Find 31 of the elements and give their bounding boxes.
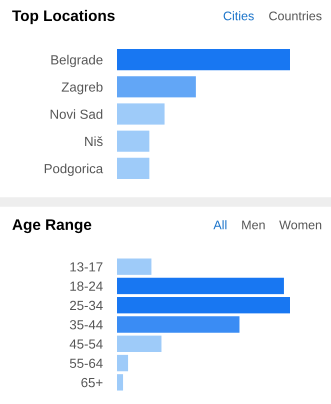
y-tick-label: 13-17: [70, 262, 102, 272]
bar: [117, 354, 128, 372]
bar: [117, 76, 196, 98]
y-tick-label: Podgorica: [44, 164, 104, 176]
text: Women: [279, 220, 322, 230]
y-tick-label: Belgrade: [51, 54, 103, 68]
text: Countries: [269, 11, 322, 20]
y-tick-label: Zagreb: [62, 82, 103, 94]
y-tick-label: 45-54: [70, 339, 103, 349]
bar: [117, 103, 165, 125]
y-tick-label: Novi Sad: [50, 109, 102, 119]
y-tick-label: 35-44: [70, 320, 103, 330]
chart-title: Top Locations: [12, 10, 115, 24]
bar: [117, 316, 240, 333]
bar: [117, 278, 284, 294]
y-tick-label: 65+: [81, 378, 102, 388]
text: All: [213, 220, 226, 230]
y-tick-label: Niš: [85, 136, 103, 146]
bar: [117, 158, 150, 180]
bar: [117, 48, 290, 70]
y-tick-label: 55-64: [70, 358, 103, 368]
bar: [117, 258, 152, 275]
y-tick-label: 25-34: [70, 300, 103, 310]
bar: [117, 297, 290, 314]
bar: [117, 374, 124, 391]
y-tick-label: 18-24: [70, 281, 103, 291]
bar: [117, 336, 162, 352]
bar: [117, 130, 150, 152]
chart-title: Age Range: [12, 219, 92, 234]
text: Men: [242, 220, 265, 230]
text: Cities: [224, 11, 254, 20]
